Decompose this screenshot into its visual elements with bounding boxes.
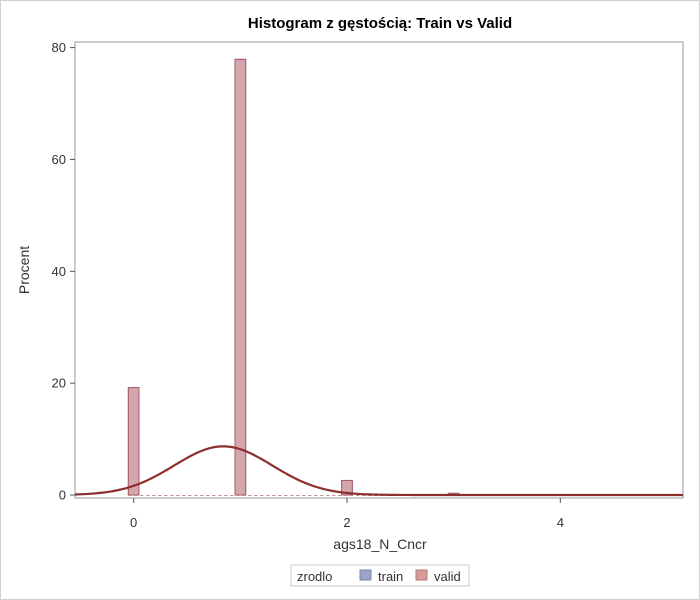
x-tick-label: 4 [557, 515, 564, 530]
plot-border [74, 41, 684, 499]
density-curve [74, 445, 683, 497]
legend-label-valid: valid [434, 569, 461, 584]
x-axis-label: ags18_N_Cncr [333, 536, 427, 552]
legend-swatch-train [359, 569, 372, 581]
legend: zrodlo train valid [290, 564, 470, 587]
y-tick-label: 40 [52, 264, 66, 279]
x-axis: 0 2 4 [130, 498, 564, 530]
x-tick-label: 2 [343, 515, 350, 530]
legend-swatch-valid [415, 569, 428, 581]
bar-valid [127, 387, 140, 496]
y-axis-label: Procent [16, 246, 32, 294]
y-axis: 0 20 40 60 80 [52, 40, 75, 503]
y-tick-label: 20 [52, 376, 66, 391]
y-tick-label: 60 [52, 152, 66, 167]
x-tick-label: 0 [130, 515, 137, 530]
bar-valid [234, 58, 247, 496]
chart-title: Histogram z gęstością: Train vs Valid [248, 15, 512, 32]
y-tick-label: 0 [59, 488, 66, 503]
bars-layer [127, 58, 460, 496]
y-tick-label: 80 [52, 40, 66, 55]
legend-title: zrodlo [297, 569, 332, 584]
plot-area [74, 41, 684, 499]
legend-label-train: train [378, 569, 403, 584]
